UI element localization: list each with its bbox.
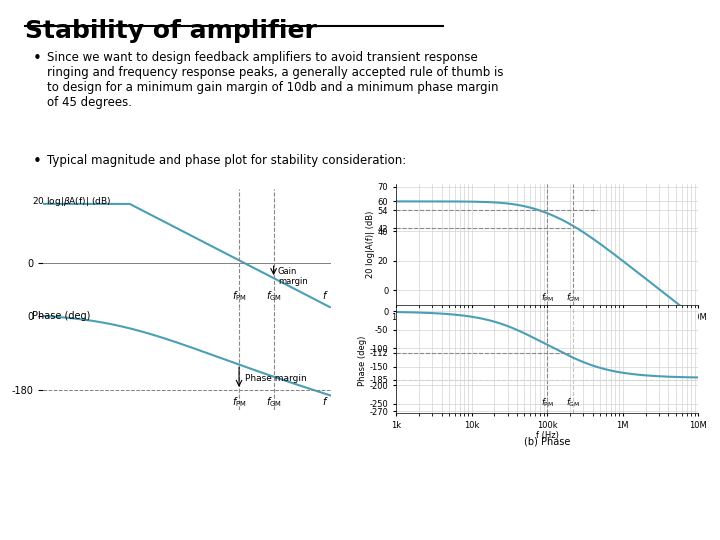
Text: $f_\mathrm{GM}$: $f_\mathrm{GM}$ <box>266 289 282 303</box>
Text: $f_\mathrm{PM}$: $f_\mathrm{PM}$ <box>541 397 554 409</box>
Text: (b) Phase: (b) Phase <box>524 437 570 447</box>
Text: $f$: $f$ <box>322 395 328 408</box>
Y-axis label: Phase (deg): Phase (deg) <box>358 335 366 386</box>
X-axis label: f (Hz): f (Hz) <box>536 431 559 440</box>
Text: Phase margin: Phase margin <box>245 374 307 383</box>
Text: Since we want to design feedback amplifiers to avoid transient response
ringing : Since we want to design feedback amplifi… <box>47 51 503 109</box>
Text: Phase (deg): Phase (deg) <box>32 311 90 321</box>
Text: $f$: $f$ <box>322 289 328 301</box>
Text: 20 log|$\beta$A(f)| (dB): 20 log|$\beta$A(f)| (dB) <box>32 195 111 208</box>
X-axis label: f (Hz): f (Hz) <box>536 323 559 332</box>
Text: $f_\mathrm{PM}$: $f_\mathrm{PM}$ <box>232 289 246 303</box>
Text: (a) Gain: (a) Gain <box>528 326 567 336</box>
Text: Gain
margin: Gain margin <box>278 267 307 286</box>
Text: $f_\mathrm{PM}$: $f_\mathrm{PM}$ <box>232 395 246 409</box>
Text: Stability of amplifier: Stability of amplifier <box>25 19 317 43</box>
Text: •: • <box>32 51 41 66</box>
Text: $f_\mathrm{GM}$: $f_\mathrm{GM}$ <box>566 397 580 409</box>
Text: $f_\mathrm{GM}$: $f_\mathrm{GM}$ <box>266 395 282 409</box>
Y-axis label: 20 log|A(f)| (dB): 20 log|A(f)| (dB) <box>366 211 375 278</box>
Text: $f_\mathrm{GM}$: $f_\mathrm{GM}$ <box>566 292 580 305</box>
Text: $f_\mathrm{PM}$: $f_\mathrm{PM}$ <box>541 292 554 305</box>
Text: Typical magnitude and phase plot for stability consideration:: Typical magnitude and phase plot for sta… <box>47 154 406 167</box>
Text: •: • <box>32 154 41 169</box>
